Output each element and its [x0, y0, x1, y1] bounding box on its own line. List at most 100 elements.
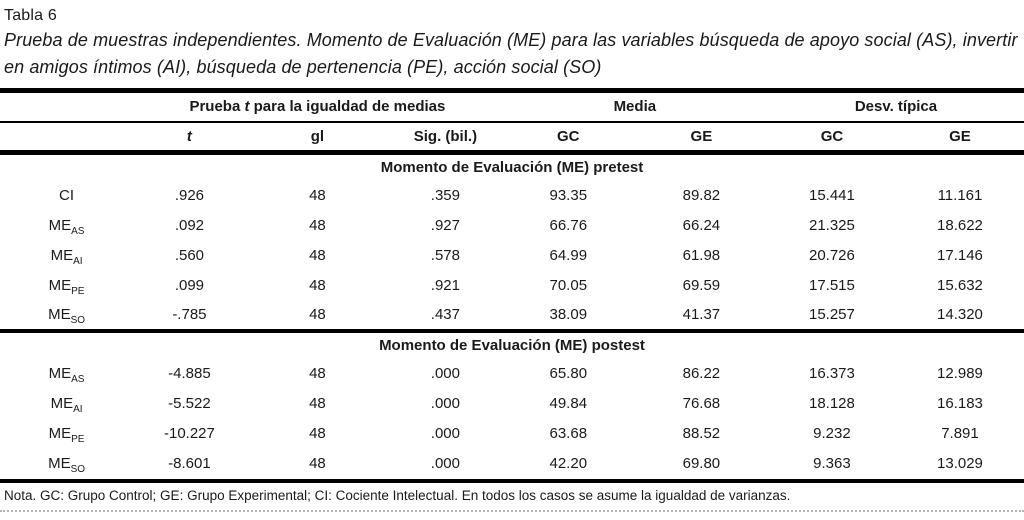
cell-value: .578	[430, 247, 460, 264]
cell-value: 93.35	[549, 187, 588, 204]
group-header-media: Media	[501, 88, 768, 123]
cell-value: 13.029	[937, 455, 983, 472]
column-header-sig: Sig. (bil.)	[389, 121, 502, 155]
group-header-ttest: Prueba t para la igualdad de medias	[133, 88, 502, 123]
column-header-empty	[0, 121, 134, 155]
cell-value: 15.257	[808, 306, 855, 323]
table-title-block: Tabla 6 Prueba de muestras independiente…	[0, 0, 1024, 88]
cell-value: 48	[309, 187, 326, 204]
table-row: MEAI -5.522 48 .000 49.84 76.68 18.128 16.183	[0, 389, 1024, 419]
cell-value: 48	[309, 306, 326, 323]
cell-value: 64.99	[549, 247, 588, 264]
group-header-empty	[0, 88, 134, 123]
cell-value: 88.52	[682, 425, 721, 442]
section-header: Momento de Evaluación (ME) pretest	[380, 159, 644, 177]
cell-value: .000	[430, 365, 460, 382]
section-header: Momento de Evaluación (ME) postest	[0, 328, 1024, 359]
cell-value: 89.82	[682, 187, 721, 204]
cell-value: 12.989	[937, 365, 983, 382]
cell-value: 14.320	[937, 306, 983, 323]
cell-value: 38.09	[549, 306, 588, 323]
cell-value: .359	[430, 187, 460, 204]
statistics-table: Prueba t para la igualdad de medias Medi…	[0, 88, 1024, 479]
cell-value: 48	[309, 455, 326, 472]
row-label: MEAI	[50, 247, 83, 267]
cell-value: 66.24	[682, 217, 721, 234]
table-note: Nota. GC: Grupo Control; GE: Grupo Exper…	[0, 478, 1024, 512]
cell-value: 16.183	[937, 395, 983, 412]
cell-value: 11.161	[937, 187, 983, 204]
cell-value: 48	[309, 365, 326, 382]
cell-value: .000	[430, 455, 460, 472]
cell-value: -10.227	[163, 425, 215, 442]
cell-value: .099	[174, 277, 205, 294]
cell-value: 48	[309, 277, 326, 294]
cell-value: 17.515	[808, 277, 855, 294]
cell-value: 49.84	[549, 395, 588, 412]
cell-value: 9.363	[813, 455, 851, 472]
cell-value: 69.59	[682, 277, 721, 294]
column-header-gc-desv: GC	[767, 121, 896, 155]
cell-value: 18.622	[937, 217, 983, 234]
row-label: MEAS	[48, 365, 85, 385]
row-label: CI	[59, 187, 75, 204]
table-row: MEAI .560 48 .578 64.99 61.98 20.726 17.146	[0, 241, 1024, 271]
column-header-row: t gl Sig. (bil.) GC GE GC GE	[0, 121, 1024, 155]
cell-value: 48	[309, 395, 326, 412]
cell-value: 41.37	[682, 306, 721, 323]
row-label: MEPE	[48, 425, 85, 445]
column-header-ge-media: GE	[634, 121, 768, 155]
table-row: MEAS .092 48 .927 66.76 66.24 21.325 18.622	[0, 211, 1024, 241]
cell-value: 42.20	[549, 455, 588, 472]
table-row: MEPE .099 48 .921 70.05 69.59 17.515 15.632	[0, 271, 1024, 301]
table-row: MESO -8.601 48 .000 42.20 69.80 9.363 13.029	[0, 449, 1024, 479]
group-header-desv: Desv. típica	[767, 88, 1024, 123]
row-label: MEAI	[50, 395, 83, 415]
section-header-row: Momento de Evaluación (ME) postest	[0, 328, 1024, 359]
cell-value: 15.441	[808, 187, 855, 204]
cell-value: 9.232	[813, 425, 851, 442]
table-body: Momento de Evaluación (ME) pretest CI .926…	[0, 153, 1024, 479]
table-row: MESO -.785 48 .437 38.09 41.37 15.257 14.320	[0, 301, 1024, 331]
table-number: Tabla 6	[4, 7, 57, 24]
cell-value: 66.76	[549, 217, 588, 234]
section-header-row: Momento de Evaluación (ME) pretest	[0, 153, 1024, 181]
cell-value: 15.632	[937, 277, 983, 294]
cell-value: 18.128	[808, 395, 855, 412]
table-row: MEAS -4.885 48 .000 65.80 86.22 16.373 12.989	[0, 359, 1024, 389]
cell-value: 76.68	[682, 395, 721, 412]
group-header-ttest-post: para la igualdad de medias	[249, 98, 446, 116]
cell-value: 70.05	[549, 277, 588, 294]
row-label: MESO	[48, 455, 86, 475]
cell-value: 48	[309, 247, 326, 264]
cell-value: 69.80	[682, 455, 721, 472]
row-label: MEAS	[48, 217, 85, 237]
group-header-ttest-pre: Prueba	[189, 98, 245, 116]
cell-value: 21.325	[808, 217, 855, 234]
column-header-gc-media: GC	[501, 121, 635, 155]
cell-value: -5.522	[168, 395, 211, 412]
row-label: MESO	[48, 306, 86, 326]
cell-value: .560	[174, 247, 205, 264]
cell-value: -4.885	[168, 365, 211, 382]
table-caption: Prueba de muestras independientes. Momen…	[4, 30, 1018, 77]
column-header-t: t	[133, 121, 246, 155]
cell-value: 86.22	[682, 365, 721, 382]
cell-value: 48	[309, 425, 326, 442]
cell-value: 61.98	[682, 247, 721, 264]
cell-value: .092	[174, 217, 205, 234]
cell-value: 7.891	[941, 425, 979, 442]
column-header-gl: gl	[245, 121, 390, 155]
row-label: MEPE	[48, 277, 85, 297]
cell-value: .921	[430, 277, 460, 294]
cell-value: .000	[430, 395, 460, 412]
column-header-ge-desv: GE	[895, 121, 1024, 155]
cell-value: -8.601	[168, 455, 211, 472]
cell-value: -.785	[172, 306, 207, 323]
cell-value: 48	[309, 217, 326, 234]
cell-value: 20.726	[808, 247, 855, 264]
group-header-ttest-italic: t	[244, 98, 250, 116]
cell-value: 63.68	[549, 425, 588, 442]
cell-value: 65.80	[549, 365, 588, 382]
